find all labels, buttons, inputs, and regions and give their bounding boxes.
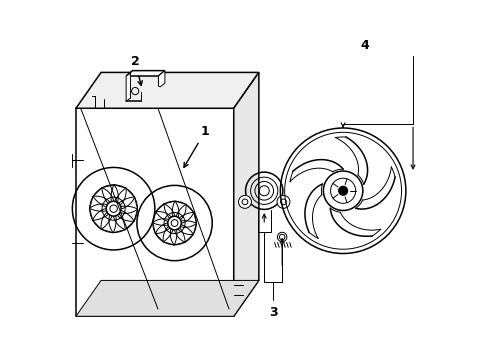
Polygon shape (233, 72, 258, 316)
Circle shape (277, 232, 286, 242)
Polygon shape (158, 71, 164, 87)
Polygon shape (76, 72, 258, 108)
Polygon shape (126, 71, 164, 76)
Circle shape (110, 205, 117, 212)
Text: 1: 1 (183, 125, 209, 167)
Circle shape (277, 195, 289, 208)
Polygon shape (126, 73, 130, 101)
Text: 3: 3 (268, 306, 277, 319)
Text: 2: 2 (130, 55, 142, 85)
Polygon shape (76, 280, 258, 316)
Circle shape (338, 186, 346, 195)
Polygon shape (76, 108, 233, 316)
Text: 4: 4 (360, 39, 368, 52)
Circle shape (238, 195, 251, 208)
Circle shape (171, 220, 178, 226)
